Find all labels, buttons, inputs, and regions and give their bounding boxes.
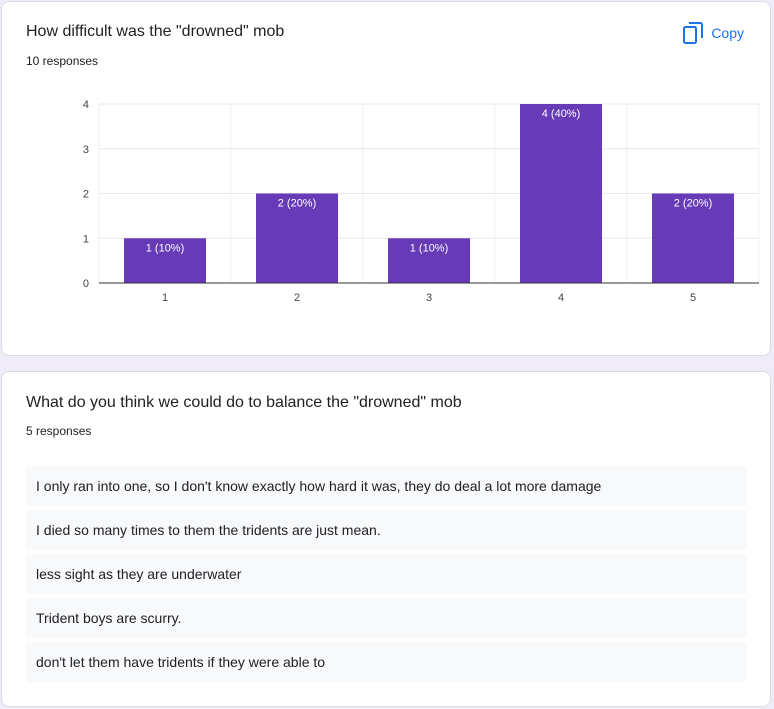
x-tick-label: 5 bbox=[690, 292, 696, 304]
bar-data-label: 4 (40%) bbox=[542, 108, 581, 120]
x-tick-label: 3 bbox=[426, 292, 432, 304]
question-title: How difficult was the "drowned" mob bbox=[26, 23, 285, 40]
question-title: What do you think we could do to balance… bbox=[26, 394, 462, 411]
response-item: don't let them have tridents if they wer… bbox=[26, 642, 747, 682]
y-tick-label: 4 bbox=[83, 99, 89, 111]
response-count: 10 responses bbox=[26, 54, 99, 68]
y-tick-label: 0 bbox=[83, 278, 89, 290]
response-list: I only ran into one, so I don't know exa… bbox=[26, 466, 747, 686]
y-tick-label: 2 bbox=[83, 189, 89, 201]
question-card-balance: What do you think we could do to balance… bbox=[1, 371, 771, 707]
copy-chart-button[interactable]: Copy bbox=[683, 20, 744, 46]
question-card-difficulty: How difficult was the "drowned" mob 10 r… bbox=[1, 1, 771, 356]
bar-data-label: 1 (10%) bbox=[410, 242, 449, 254]
x-tick-label: 1 bbox=[162, 292, 168, 304]
response-item: less sight as they are underwater bbox=[26, 554, 747, 594]
bar bbox=[256, 193, 338, 283]
bar bbox=[124, 238, 206, 283]
x-tick-label: 4 bbox=[558, 292, 564, 304]
bar-data-label: 2 (20%) bbox=[278, 198, 317, 210]
bar bbox=[520, 104, 602, 283]
y-tick-label: 3 bbox=[83, 144, 89, 156]
x-tick-label: 2 bbox=[294, 292, 300, 304]
response-item: Trident boys are scurry. bbox=[26, 598, 747, 638]
copy-icon bbox=[683, 22, 704, 44]
bar-data-label: 1 (10%) bbox=[146, 242, 185, 254]
response-item: I only ran into one, so I don't know exa… bbox=[26, 466, 747, 506]
copy-label: Copy bbox=[711, 25, 744, 41]
bar bbox=[652, 193, 734, 283]
bar-chart: 0 1 2 3 4 1 (10%) 1 2 (20%) 2 1 (10%) 3 4 (40%) 4 2 (… bbox=[83, 99, 760, 304]
y-tick-label: 1 bbox=[83, 233, 89, 245]
bar bbox=[388, 238, 470, 283]
bar-data-label: 2 (20%) bbox=[674, 198, 713, 210]
response-count: 5 responses bbox=[26, 424, 92, 438]
response-item: I died so many times to them the trident… bbox=[26, 510, 747, 550]
